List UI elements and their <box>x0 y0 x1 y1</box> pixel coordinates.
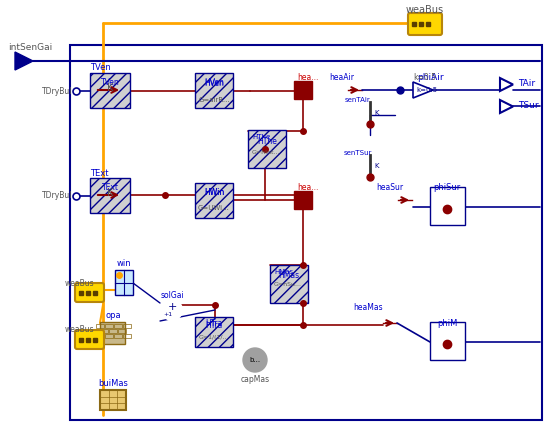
Bar <box>195 317 233 347</box>
Bar <box>90 178 130 213</box>
Text: weaBus: weaBus <box>406 5 444 15</box>
Text: phiAir: phiAir <box>417 74 443 82</box>
Bar <box>118 329 126 333</box>
Text: senTSur: senTSur <box>344 150 372 156</box>
Text: senTAir: senTAir <box>345 97 371 103</box>
Text: k=0.5: k=0.5 <box>416 87 437 93</box>
Text: phiM: phiM <box>437 319 457 327</box>
Text: G=hInt...: G=hInt... <box>252 150 280 154</box>
Text: intSenGai: intSenGai <box>8 44 52 52</box>
Text: HTra: HTra <box>205 320 222 330</box>
Polygon shape <box>500 100 513 113</box>
Text: K: K <box>374 110 379 116</box>
Text: K: K <box>374 163 379 169</box>
FancyBboxPatch shape <box>408 13 442 35</box>
Text: G=airR...: G=airR... <box>198 97 230 103</box>
Text: G=hSu...: G=hSu... <box>274 283 302 287</box>
Bar <box>114 334 122 338</box>
Text: b...: b... <box>250 357 261 363</box>
Text: HMas: HMas <box>274 269 293 275</box>
Polygon shape <box>413 82 433 98</box>
Text: TExt: TExt <box>90 168 109 177</box>
Text: heaSur: heaSur <box>376 184 404 193</box>
Text: win: win <box>116 259 131 268</box>
Text: TAir: TAir <box>518 79 535 89</box>
Bar <box>123 324 131 328</box>
Bar <box>195 183 233 218</box>
Text: K: K <box>107 83 113 93</box>
Text: K: K <box>107 188 113 198</box>
Bar <box>115 270 133 295</box>
Bar <box>430 322 465 360</box>
Text: HWin: HWin <box>204 188 224 197</box>
Text: heaAir: heaAir <box>330 74 354 82</box>
Text: HMas: HMas <box>278 272 300 280</box>
Text: HTra: HTra <box>205 320 222 328</box>
Polygon shape <box>500 78 513 91</box>
Text: TDryBuI: TDryBuI <box>41 86 72 95</box>
Circle shape <box>243 348 267 372</box>
Bar <box>100 322 125 344</box>
Bar <box>109 329 117 333</box>
Bar <box>195 73 233 108</box>
Text: G=1/(1/...: G=1/(1/... <box>199 334 229 340</box>
Text: HThe: HThe <box>257 136 277 146</box>
Bar <box>96 334 104 338</box>
Text: capMas: capMas <box>241 375 269 385</box>
Text: TExt: TExt <box>102 183 119 192</box>
Text: k=0.5: k=0.5 <box>413 74 436 82</box>
Bar <box>105 324 113 328</box>
Polygon shape <box>15 52 33 70</box>
Text: phiSur: phiSur <box>433 184 460 193</box>
Text: TDryBuI: TDryBuI <box>41 191 72 201</box>
Text: buiMas: buiMas <box>98 378 128 388</box>
Text: weaBus: weaBus <box>65 279 94 287</box>
Text: HVen: HVen <box>204 78 224 87</box>
Text: HVen: HVen <box>204 78 224 88</box>
Text: G=UWi...: G=UWi... <box>198 205 230 211</box>
Text: hea...: hea... <box>297 74 319 82</box>
Bar <box>248 130 286 168</box>
Bar <box>294 81 312 99</box>
Bar <box>96 324 104 328</box>
Text: +1: +1 <box>163 311 173 317</box>
Text: hea...: hea... <box>297 184 319 193</box>
Bar <box>430 187 465 225</box>
Bar <box>91 329 99 333</box>
FancyBboxPatch shape <box>75 330 104 349</box>
Text: HThe: HThe <box>252 134 270 140</box>
Bar <box>70 45 542 420</box>
Text: TSur: TSur <box>518 102 539 110</box>
Text: +: + <box>167 302 177 312</box>
FancyBboxPatch shape <box>75 283 104 302</box>
Circle shape <box>162 300 182 320</box>
Bar <box>100 390 126 410</box>
Bar <box>100 329 108 333</box>
Bar <box>105 334 113 338</box>
Text: TVen: TVen <box>100 78 119 87</box>
Text: heaMas: heaMas <box>353 303 383 313</box>
Text: TVen: TVen <box>90 64 111 72</box>
Bar <box>294 191 312 209</box>
Bar <box>270 265 308 303</box>
Text: solGai: solGai <box>160 290 184 300</box>
Bar <box>123 334 131 338</box>
Text: weaBus: weaBus <box>65 326 94 334</box>
Bar <box>90 73 130 108</box>
Text: opa: opa <box>105 311 121 320</box>
Text: HWin: HWin <box>204 188 224 198</box>
Bar <box>114 324 122 328</box>
